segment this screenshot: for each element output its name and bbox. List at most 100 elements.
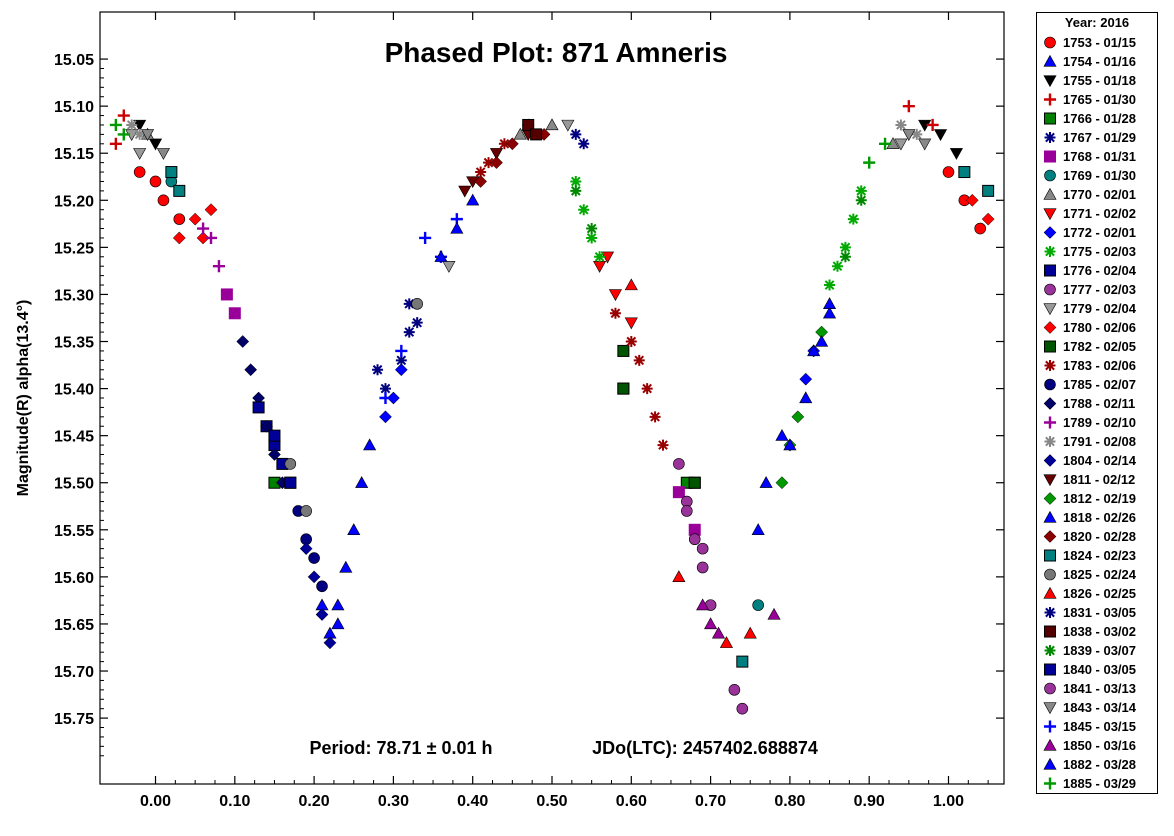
y-tick-label: 15.75 bbox=[54, 711, 94, 728]
y-tick-label: 15.50 bbox=[54, 476, 94, 493]
legend-item: 1783 - 02/06 bbox=[1037, 356, 1157, 375]
legend-marker-shape bbox=[1044, 112, 1056, 125]
legend-marker bbox=[1043, 454, 1057, 467]
data-point bbox=[522, 118, 535, 131]
data-point bbox=[165, 166, 178, 179]
data-point bbox=[505, 137, 519, 151]
legend-label: 1772 - 02/01 bbox=[1063, 225, 1137, 240]
legend-marker-shape bbox=[1043, 492, 1057, 505]
data-point bbox=[355, 476, 369, 488]
legend-label: 1775 - 02/03 bbox=[1063, 244, 1137, 259]
data-point bbox=[466, 193, 480, 206]
legend-item: 1885 - 03/29 bbox=[1037, 774, 1157, 793]
data-point bbox=[411, 317, 423, 329]
legend-marker bbox=[1043, 474, 1057, 487]
data-point bbox=[300, 505, 312, 517]
legend-label: 1845 - 03/15 bbox=[1063, 719, 1137, 734]
legend-label: 1755 - 01/18 bbox=[1063, 73, 1137, 88]
y-tick-label: 15.30 bbox=[54, 287, 94, 304]
data-point bbox=[728, 684, 741, 696]
data-point bbox=[847, 213, 859, 225]
legend-label: 1770 - 02/01 bbox=[1063, 187, 1137, 202]
data-point bbox=[855, 185, 867, 197]
legend-item: 1826 - 02/25 bbox=[1037, 584, 1157, 603]
legend-label: 1785 - 02/07 bbox=[1063, 377, 1137, 392]
data-point bbox=[688, 476, 701, 489]
data-point bbox=[347, 523, 361, 535]
legend-label: 1838 - 03/02 bbox=[1063, 624, 1137, 639]
legend-label: 1782 - 02/05 bbox=[1063, 339, 1137, 354]
legend-item: 1753 - 01/15 bbox=[1037, 33, 1157, 52]
data-point bbox=[307, 570, 321, 584]
x-tick-label: 1.00 bbox=[933, 793, 964, 810]
period-annotation: Period: 78.71 ± 0.01 h bbox=[310, 738, 493, 758]
data-point bbox=[498, 138, 510, 150]
data-point bbox=[958, 166, 971, 179]
legend-marker bbox=[1044, 663, 1056, 676]
data-point bbox=[395, 344, 408, 357]
data-point bbox=[244, 363, 258, 377]
data-point bbox=[799, 391, 813, 404]
data-point bbox=[863, 156, 876, 169]
data-point bbox=[711, 626, 726, 639]
x-tick-label: 0.90 bbox=[854, 793, 885, 810]
data-point bbox=[934, 129, 948, 142]
data-point bbox=[372, 364, 384, 376]
legend-item: 1770 - 02/01 bbox=[1037, 185, 1157, 204]
y-tick-label: 15.10 bbox=[54, 99, 94, 116]
data-point bbox=[252, 401, 265, 414]
legend-label: 1754 - 01/16 bbox=[1063, 54, 1137, 69]
data-point bbox=[379, 410, 392, 424]
legend-marker bbox=[1043, 321, 1057, 334]
data-point bbox=[672, 486, 685, 499]
legend-item: 1788 - 02/11 bbox=[1037, 394, 1157, 413]
data-point bbox=[403, 298, 415, 310]
data-point bbox=[379, 383, 391, 395]
legend-marker-shape bbox=[1043, 416, 1057, 429]
legend-item: 1824 - 02/23 bbox=[1037, 546, 1157, 565]
legend-label: 1779 - 02/04 bbox=[1063, 301, 1137, 316]
legend-marker bbox=[1043, 777, 1057, 790]
legend-marker bbox=[1044, 378, 1056, 391]
legend-label: 1831 - 03/05 bbox=[1063, 605, 1137, 620]
legend-item: 1772 - 02/01 bbox=[1037, 223, 1157, 242]
legend-marker-shape bbox=[1043, 208, 1057, 221]
legend-label: 1768 - 01/31 bbox=[1063, 149, 1137, 164]
data-point bbox=[879, 137, 892, 150]
legend-label: 1780 - 02/06 bbox=[1063, 320, 1137, 335]
legend-label: 1766 - 01/28 bbox=[1063, 111, 1137, 126]
y-tick-label: 15.60 bbox=[54, 570, 94, 587]
data-point bbox=[974, 222, 987, 235]
data-point bbox=[109, 137, 122, 150]
legend-item: 1776 - 02/04 bbox=[1037, 261, 1157, 280]
legend-item: 1791 - 02/08 bbox=[1037, 432, 1157, 451]
data-point bbox=[386, 391, 400, 405]
data-point bbox=[379, 391, 392, 405]
legend-marker bbox=[1044, 645, 1056, 656]
data-point bbox=[736, 655, 749, 668]
data-point bbox=[117, 128, 130, 141]
y-tick-label: 15.05 bbox=[54, 52, 94, 69]
legend-marker-shape bbox=[1044, 436, 1056, 447]
data-point bbox=[981, 212, 995, 226]
legend-label: 1811 - 02/12 bbox=[1063, 472, 1136, 487]
data-point bbox=[681, 505, 693, 517]
legend-marker bbox=[1043, 702, 1057, 715]
legend-marker bbox=[1043, 720, 1057, 733]
data-point bbox=[315, 608, 329, 621]
legend-label: 1776 - 02/04 bbox=[1063, 263, 1137, 278]
data-point bbox=[965, 193, 979, 207]
data-point bbox=[911, 128, 923, 140]
data-point bbox=[578, 204, 590, 216]
data-point bbox=[633, 354, 645, 366]
legend-marker bbox=[1043, 738, 1057, 751]
data-point bbox=[204, 231, 218, 245]
x-tick-label: 0.70 bbox=[695, 793, 726, 810]
data-point bbox=[133, 166, 146, 178]
data-point bbox=[672, 570, 686, 583]
legend-marker bbox=[1044, 36, 1056, 49]
legend-label: 1818 - 02/26 bbox=[1063, 510, 1137, 525]
y-tick-label: 15.40 bbox=[54, 382, 94, 399]
y-tick-label: 15.70 bbox=[54, 664, 94, 681]
x-tick-label: 0.00 bbox=[140, 793, 171, 810]
